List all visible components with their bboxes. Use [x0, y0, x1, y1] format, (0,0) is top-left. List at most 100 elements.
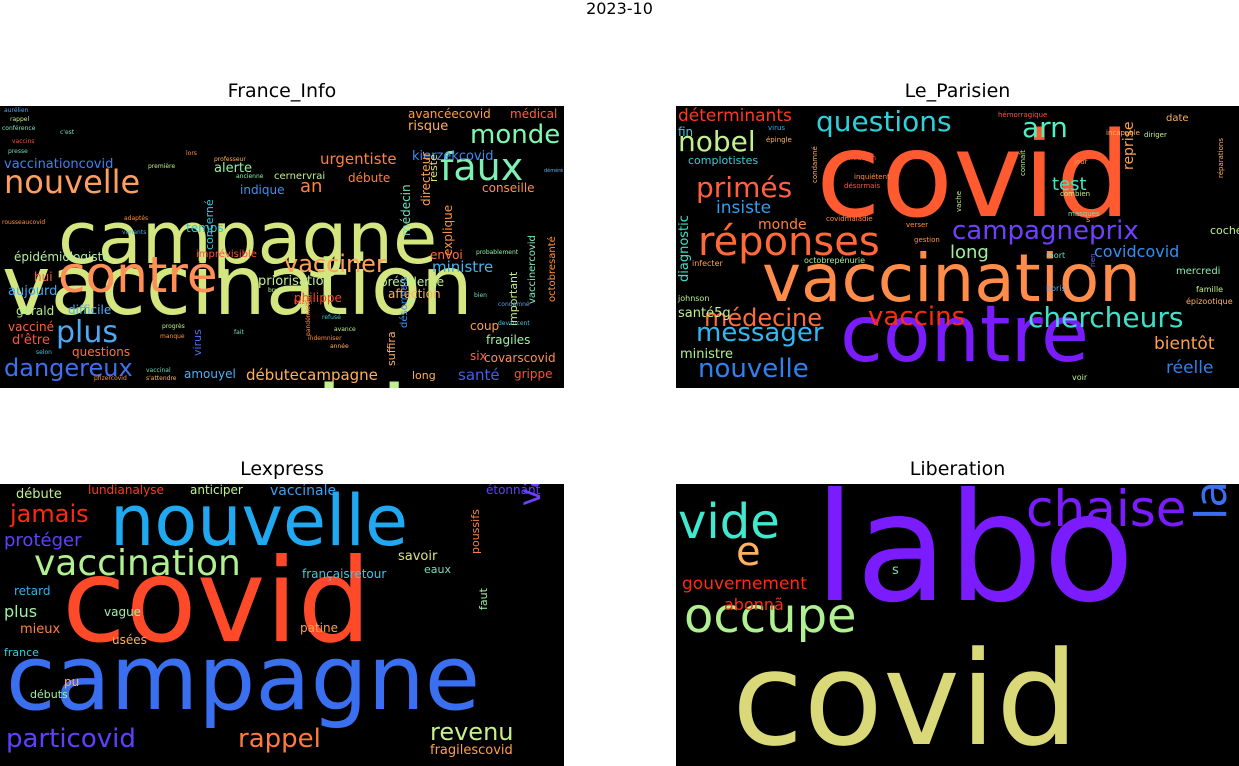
word-long: long	[950, 242, 989, 263]
word-questions: questions	[72, 345, 131, 359]
word-gestion: gestion	[914, 236, 940, 244]
word-amouyel: amouyel	[184, 367, 236, 381]
word-vague: vague	[104, 605, 142, 619]
word-fragiles: fragiles	[486, 333, 531, 347]
word-contre: contre	[840, 290, 1089, 380]
word-hémorragique: hémorragique	[998, 111, 1048, 119]
word-covarscovid: covarscovid	[484, 351, 556, 365]
word-insiste: insiste	[716, 198, 772, 218]
word-chaise: chaise	[1026, 484, 1187, 538]
word-abonnã: abonnã	[724, 595, 784, 614]
word-diriger: diriger	[1144, 131, 1167, 139]
word-d-être: d'être	[12, 333, 50, 348]
word-connaît: connaît	[1019, 150, 1027, 176]
word-monde: monde	[470, 120, 561, 150]
word-médical: médical	[510, 107, 558, 121]
word-condamné: condamné	[498, 301, 530, 308]
word-alerte: alerte	[214, 161, 253, 176]
word-coup: coup	[470, 319, 500, 333]
word-covid: covid	[816, 106, 1131, 244]
word-conseille: conseille	[482, 181, 535, 195]
word-aujourd: aujourd	[8, 284, 58, 299]
word-virus: virus	[191, 329, 204, 356]
word-virus: virus	[768, 124, 786, 132]
word-kierzekcovid: kierzekcovid	[412, 149, 494, 164]
word-réponses: réponses	[698, 219, 880, 265]
word-revenu: revenu	[430, 718, 514, 746]
word-nouvelle: nouvelle	[110, 484, 409, 562]
word-reste: reste	[427, 154, 440, 182]
word-johnson: johnson	[678, 294, 710, 303]
word-masques: masques	[1068, 210, 1100, 218]
word-covidcovid: covidcovid	[1094, 242, 1180, 261]
word-année: année	[330, 343, 349, 350]
word-france: france	[4, 646, 39, 659]
word-jour: jour	[1074, 158, 1088, 166]
word-ancienne: ancienne	[236, 173, 264, 180]
word-variants: variants	[122, 229, 147, 236]
word-vaccins: vaccins	[12, 138, 35, 145]
word-réparations: réparations	[1217, 138, 1225, 178]
word-françaisretour: françaisretour	[302, 567, 387, 581]
panel-title-le-parisien: Le_Parisien	[904, 80, 1011, 102]
word-mort: mort	[1046, 251, 1066, 260]
figure-title: 2023-10	[586, 0, 653, 18]
word-an: an	[300, 176, 323, 197]
word-famille: famille	[1196, 285, 1224, 294]
word-coché: coché	[1210, 224, 1239, 237]
word-rousseaucovid: rousseaucovid	[2, 219, 46, 226]
word-chercheurs: chercheurs	[1028, 301, 1184, 334]
word-jamais: jamais	[10, 500, 89, 528]
word-première: première	[148, 163, 176, 170]
word-buzyn: buzyn	[294, 299, 313, 306]
word-campagneprix: campagneprix	[952, 216, 1139, 246]
word-faux: faux	[440, 145, 524, 189]
word-cernervrai: cernervrai	[274, 171, 326, 182]
word-labo: labo	[814, 484, 1135, 636]
word-probablement: probablement	[476, 249, 519, 256]
word-gouvernement: gouvernement	[682, 574, 807, 594]
word-épidémiologiste: épidémiologiste	[14, 250, 110, 264]
word-vaccinationcovid: vaccinationcovid	[4, 157, 114, 172]
word-incapable: incapable	[1106, 129, 1140, 137]
word-adaptés: adaptés	[124, 215, 149, 222]
wordcloud-france-info: vaccinationcovidcampagnecontrefauxnouvel…	[0, 106, 564, 388]
word-vaccination: vaccination	[34, 543, 241, 584]
word-messager: messager	[696, 318, 824, 348]
word-plus: plus	[4, 602, 38, 621]
word-vaccinercovid: vaccinercovid	[527, 235, 538, 304]
word-médecin: médecin	[399, 184, 413, 236]
word-débutecampagne: débutecampagne	[246, 366, 378, 384]
word-long: long	[412, 369, 436, 382]
word-primés: primés	[696, 171, 793, 204]
word-pfizercovid: pfizercovid	[94, 375, 127, 382]
word-bien: bien	[474, 292, 487, 299]
word-patine: patine	[300, 621, 338, 635]
word-pu: pu	[64, 675, 80, 689]
word-vide: vide	[678, 494, 780, 550]
wordcloud-le-parisien: covid vaccination contre réponses questions p…	[676, 106, 1239, 388]
word-vaccination: vaccination	[762, 240, 1142, 317]
word-étonnant: étonnant	[486, 484, 541, 497]
word-mercredi: mercredi	[1176, 266, 1221, 277]
panel-title-france-info: France_Info	[227, 80, 337, 102]
word-rien: rien	[1089, 253, 1097, 267]
word-octobrepénurie: octobrepénurie	[804, 256, 866, 265]
word-s: s	[892, 563, 899, 578]
word-boris: boris	[1046, 284, 1066, 293]
word-complotistes: complotistes	[688, 154, 759, 167]
word-avance: avance	[334, 326, 356, 333]
word-débute: débute	[348, 171, 391, 185]
word-désormais: désormais	[399, 276, 410, 328]
word-bientôt: bientôt	[1154, 334, 1215, 354]
word-lors: lors	[186, 150, 197, 157]
word-épizootique: épizootique	[1186, 297, 1233, 306]
word-mieux: mieux	[20, 622, 61, 637]
word-test: test	[1052, 174, 1087, 195]
word-suffira: suffira	[385, 331, 398, 366]
word-désormais: désormais	[844, 182, 881, 190]
word-ministre: ministre	[432, 258, 494, 276]
word-pandémievraî: pandémievraî	[305, 294, 312, 336]
word-poussifs: poussifs	[469, 509, 482, 554]
